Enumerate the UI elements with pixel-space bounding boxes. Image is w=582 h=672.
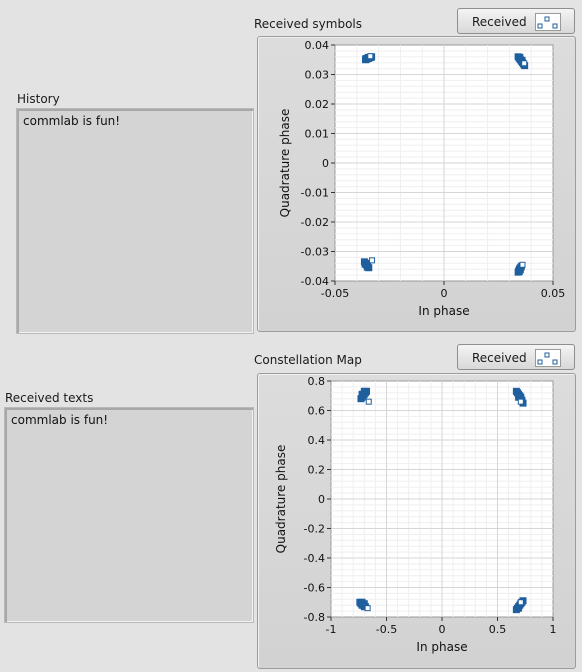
- y-tick-label: -0.03: [301, 246, 329, 259]
- received-symbols-legend[interactable]: Received: [457, 8, 575, 34]
- y-tick-label: 0.04: [305, 39, 330, 52]
- y-axis-title: Quadrature phase: [274, 445, 288, 554]
- history-textbox[interactable]: commlab is fun!: [16, 108, 254, 334]
- scatter-marker-icon: [535, 349, 561, 367]
- y-tick-label: 0.01: [305, 128, 330, 141]
- x-axis-title: In phase: [418, 304, 469, 318]
- y-tick-label: 0: [322, 157, 329, 170]
- x-tick-label: 0: [441, 287, 448, 300]
- data-point: [363, 263, 371, 271]
- y-tick-label: 0: [318, 493, 325, 506]
- x-tick-label: -1: [326, 623, 337, 636]
- received-texts-label: Received texts: [5, 391, 94, 405]
- y-tick-label: 0.8: [308, 375, 326, 388]
- y-tick-label: 0.03: [305, 69, 330, 82]
- y-axis-title: Quadrature phase: [278, 109, 292, 218]
- x-tick-label: 1: [550, 623, 557, 636]
- data-point: [515, 604, 523, 612]
- y-tick-label: -0.2: [304, 523, 325, 536]
- y-tick-label: -0.01: [301, 187, 329, 200]
- data-point: [517, 599, 524, 606]
- data-point: [517, 398, 524, 405]
- data-point: [521, 60, 528, 67]
- history-label: History: [17, 92, 60, 106]
- data-point: [369, 257, 376, 264]
- y-tick-label: -0.02: [301, 216, 329, 229]
- data-point: [364, 605, 371, 612]
- x-tick-label: 0.05: [541, 287, 566, 300]
- x-tick-label: 0.5: [489, 623, 507, 636]
- y-tick-label: -0.6: [304, 582, 325, 595]
- constellation-map-title: Constellation Map: [254, 353, 362, 367]
- y-tick-label: 0.6: [308, 405, 326, 418]
- data-point: [367, 53, 374, 60]
- received-texts-textbox[interactable]: commlab is fun!: [4, 407, 254, 623]
- data-point: [360, 387, 368, 395]
- x-tick-label: -0.05: [321, 287, 349, 300]
- x-tick-label: 0: [439, 623, 446, 636]
- received-symbols-title: Received symbols: [254, 17, 362, 31]
- data-point: [360, 600, 368, 608]
- y-tick-label: -0.4: [304, 552, 325, 565]
- y-tick-label: 0.2: [308, 464, 326, 477]
- data-point: [519, 261, 526, 268]
- scatter-marker-icon: [535, 13, 561, 31]
- y-tick-label: -0.8: [304, 611, 325, 624]
- y-tick-label: -0.04: [301, 275, 329, 288]
- data-point: [365, 398, 372, 405]
- constellation-map-legend[interactable]: Received: [457, 344, 575, 370]
- x-tick-label: -0.5: [376, 623, 397, 636]
- y-tick-label: 0.02: [305, 98, 330, 111]
- legend-label: Received: [472, 15, 527, 29]
- y-tick-label: 0.4: [308, 434, 326, 447]
- legend-label: Received: [472, 351, 527, 365]
- x-axis-title: In phase: [416, 640, 467, 654]
